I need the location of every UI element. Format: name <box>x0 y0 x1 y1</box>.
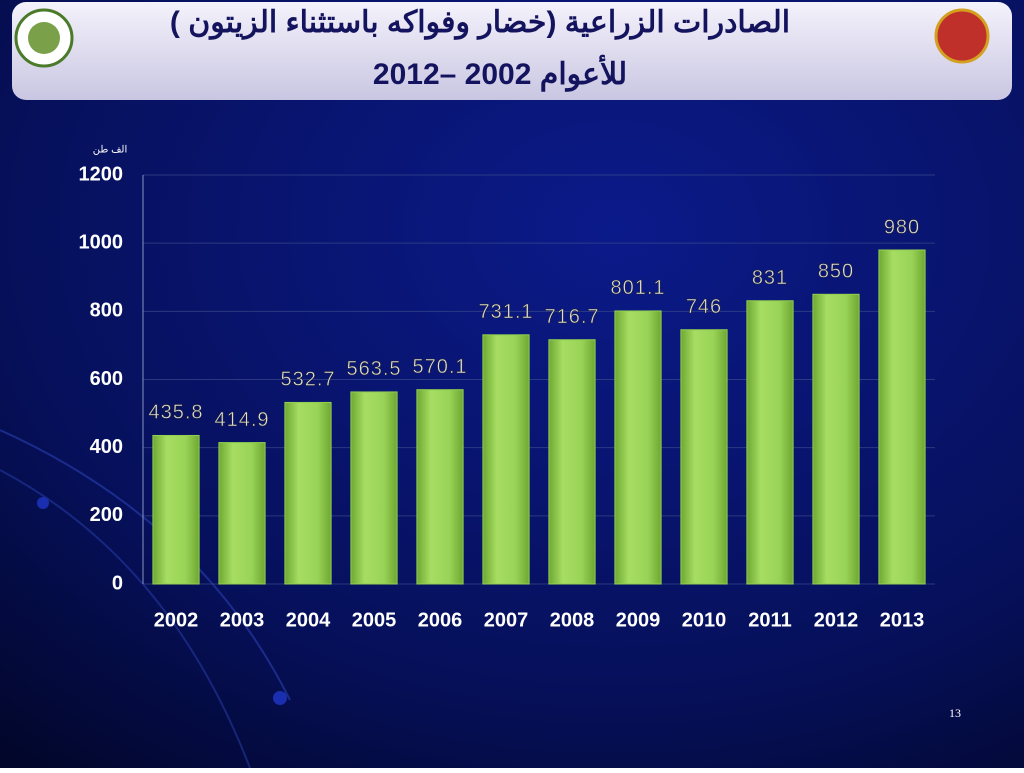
bar <box>680 329 728 585</box>
bar <box>152 434 200 585</box>
y-tick-label: 200 <box>90 504 123 526</box>
logo-left-inner <box>28 22 60 54</box>
data-label: 850 <box>818 261 854 283</box>
bar <box>416 389 464 585</box>
x-tick-label: 2006 <box>418 609 463 631</box>
data-label: 414.9 <box>214 409 269 431</box>
y-axis-label: الف طن <box>93 145 128 156</box>
data-label: 831 <box>752 267 788 289</box>
x-tick-label: 2009 <box>616 609 661 631</box>
y-tick-label: 1200 <box>79 163 124 185</box>
x-tick-label: 2002 <box>154 609 199 631</box>
decor-dot <box>37 497 49 509</box>
x-tick-label: 2004 <box>286 609 331 631</box>
bar <box>878 249 926 585</box>
x-tick-label: 2003 <box>220 609 265 631</box>
x-tick-label: 2008 <box>550 609 595 631</box>
bar <box>284 401 332 585</box>
x-tick-label: 2013 <box>880 609 925 631</box>
bar <box>614 310 662 585</box>
y-tick-label: 600 <box>90 368 123 390</box>
data-label: 532.7 <box>280 369 335 391</box>
bar <box>548 339 596 585</box>
x-tick-label: 2011 <box>748 609 791 631</box>
data-label: 563.5 <box>346 358 401 380</box>
data-label: 570.1 <box>412 356 467 378</box>
chart-subtitle: للأعوام 2002 –2012 <box>373 55 627 92</box>
bar <box>350 391 398 585</box>
bar <box>482 334 530 585</box>
x-tick-label: 2012 <box>814 609 859 631</box>
y-tick-label: 1000 <box>79 231 124 253</box>
y-tick-label: 800 <box>90 300 123 322</box>
data-label: 731.1 <box>478 301 533 323</box>
data-label: 435.8 <box>148 402 203 424</box>
page-number: 13 <box>949 706 961 720</box>
y-tick-label: 0 <box>112 572 123 594</box>
decor-curve <box>0 469 251 769</box>
data-label: 980 <box>884 216 920 238</box>
data-label: 801.1 <box>610 277 665 299</box>
logo-right <box>934 8 990 64</box>
decor-dot <box>273 691 287 705</box>
title-banner <box>12 2 1012 100</box>
y-tick-label: 400 <box>90 436 123 458</box>
x-tick-label: 2007 <box>484 609 529 631</box>
bar <box>812 293 860 585</box>
data-label: 746 <box>686 296 722 318</box>
bar <box>746 300 794 585</box>
bar <box>218 442 266 585</box>
data-label: 716.7 <box>544 306 599 328</box>
x-tick-label: 2005 <box>352 609 397 631</box>
chart-title: الصادرات الزراعية (خضار وفواكه باستثناء … <box>170 6 790 40</box>
x-tick-label: 2010 <box>682 609 727 631</box>
